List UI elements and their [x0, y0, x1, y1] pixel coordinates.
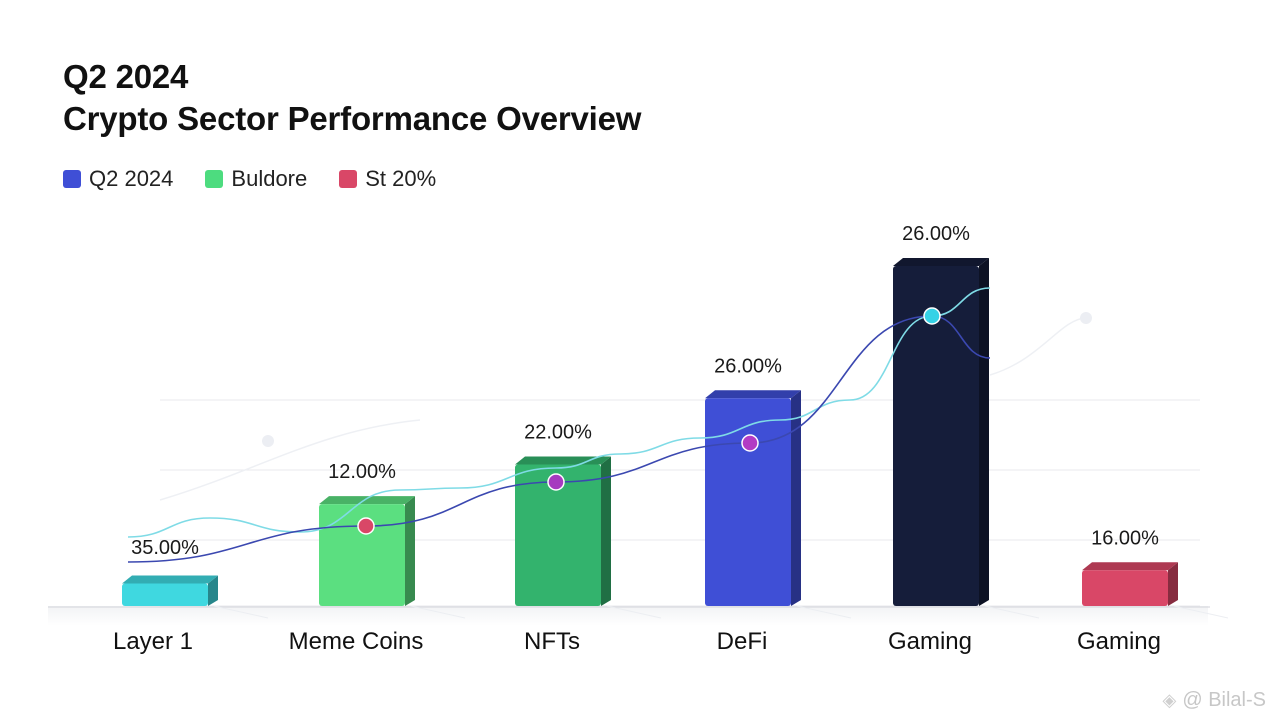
trend-point [547, 473, 565, 491]
diamond-logo-icon: ◈ [1162, 690, 1177, 710]
value-labels: 35.00% 12.00% 22.00% 26.00% 26.00% 16.00% [131, 223, 1159, 559]
bar-4 [705, 390, 801, 606]
legend-label: Q2 2024 [89, 166, 174, 191]
trend-lines [159, 312, 1092, 501]
trend-lines-front [127, 287, 991, 563]
category-label: Meme Coins [289, 628, 424, 655]
trend-point [741, 434, 759, 452]
watermark-text: @ Bilal-S [1182, 689, 1266, 711]
bar-1 [122, 575, 218, 606]
bar-top [705, 390, 801, 399]
bar-front [319, 504, 405, 606]
bar-top [122, 575, 218, 584]
floor-line [606, 605, 662, 619]
bar-side [979, 258, 989, 606]
floor-line [984, 605, 1040, 619]
category-label: DeFi [717, 628, 768, 655]
value-label: 12.00% [328, 461, 396, 483]
legend: Q2 2024 Buldore St 20% [63, 166, 436, 192]
legend-item-q2-2024: Q2 2024 [63, 166, 173, 192]
floor-line [410, 605, 466, 619]
category-label: NFTs [524, 628, 580, 655]
legend-label: St 20% [365, 166, 437, 191]
bar-top [1082, 562, 1178, 571]
bar-5 [893, 258, 989, 606]
trend-point [923, 307, 941, 325]
bar-front [705, 398, 791, 606]
value-label: 22.00% [524, 421, 592, 443]
bar-front [893, 266, 979, 606]
category-label: Gaming [888, 628, 972, 655]
grid-lines [48, 399, 1229, 626]
bar-front [1082, 570, 1168, 606]
category-labels: Layer 1 Meme Coins NFTs DeFi Gaming Gaming [113, 628, 1161, 655]
title-line-1: Q2 2024 [63, 58, 189, 95]
value-label: 16.00% [1091, 527, 1159, 549]
bar-top [319, 496, 415, 505]
bar-side [208, 575, 218, 606]
value-label: 26.00% [714, 355, 782, 377]
legend-swatch [205, 170, 224, 188]
bar-side [791, 390, 801, 606]
bar-top [515, 456, 611, 465]
bar-3 [515, 456, 611, 606]
faint-point [1080, 312, 1092, 324]
bar-side [601, 456, 611, 606]
floor [48, 606, 1208, 626]
value-label: 35.00% [131, 537, 199, 559]
faint-curve [989, 317, 1086, 376]
faint-curve [159, 419, 421, 501]
legend-swatch [339, 170, 358, 188]
bars [122, 258, 1178, 606]
legend-item-st-20: St 20% [339, 166, 436, 192]
legend-label: Buldore [231, 166, 308, 191]
bar-side [405, 496, 415, 606]
legend-item-buldore: Buldore [205, 166, 307, 192]
floor-line [1173, 605, 1229, 619]
faint-point [262, 435, 274, 447]
trend-line-dark [127, 315, 991, 563]
legend-swatch [63, 170, 81, 188]
category-label: Gaming [1077, 628, 1161, 655]
trend-line-light [127, 287, 991, 538]
bar-side [1168, 562, 1178, 606]
value-label: 26.00% [902, 223, 970, 245]
chart-title: Q2 2024 Crypto Sector Performance Overvi… [63, 56, 641, 140]
floor-line [796, 605, 852, 619]
bar-2 [319, 496, 415, 606]
bar-front [515, 464, 601, 606]
watermark: ◈ @ Bilal-S [1163, 689, 1267, 712]
floor-line [213, 605, 269, 619]
category-label: Layer 1 [113, 628, 193, 655]
bar-6 [1082, 562, 1178, 606]
bar-top [893, 258, 989, 266]
trend-point [357, 517, 375, 535]
title-line-2: Crypto Sector Performance Overview [63, 100, 642, 137]
bar-front [122, 583, 208, 606]
